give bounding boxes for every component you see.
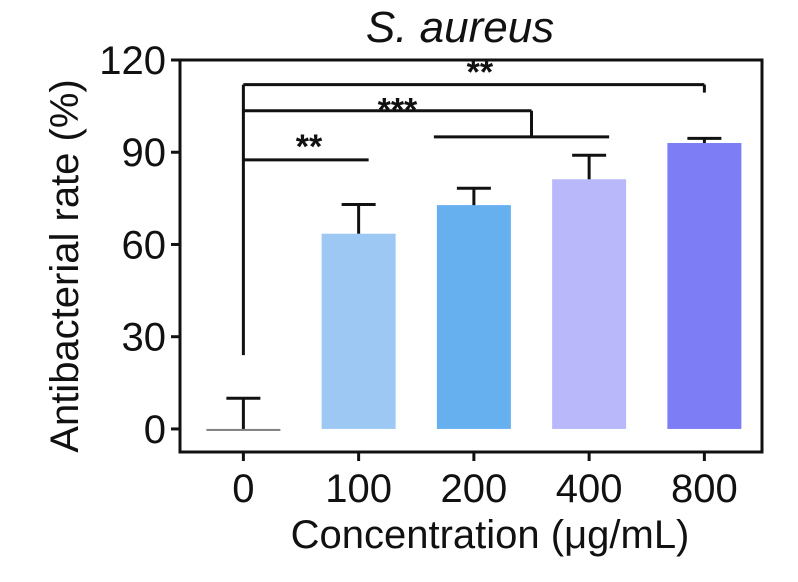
bar-200 — [436, 205, 511, 429]
sig-label-0-group: *** — [378, 92, 418, 130]
chart-title: S. aureus — [366, 3, 554, 52]
bar-0 — [206, 428, 281, 431]
x-tick-label-400: 400 — [556, 467, 623, 511]
y-axis-title: Antibacterial rate (%) — [43, 79, 87, 452]
y-tick-label-30: 30 — [122, 316, 167, 360]
sig-label-0-800: ** — [467, 54, 494, 92]
y-tick-label-60: 60 — [122, 223, 167, 267]
y-tick-label-0: 0 — [144, 408, 166, 452]
x-tick-label-0: 0 — [232, 467, 254, 511]
y-tick-label-90: 90 — [122, 131, 167, 175]
sig-label-0-100: ** — [296, 128, 323, 166]
x-tick-label-200: 200 — [441, 467, 508, 511]
bar-800 — [667, 143, 742, 429]
x-tick-label-100: 100 — [325, 467, 392, 511]
y-axis-title-group: Antibacterial rate (%) — [43, 79, 87, 452]
y-tick-label-120: 120 — [99, 39, 166, 83]
bar-400 — [552, 179, 627, 429]
x-axis-title: Concentration (μg/mL) — [291, 513, 690, 557]
x-tick-label-800: 800 — [671, 467, 738, 511]
bar-100 — [321, 233, 396, 429]
plot-frame — [178, 58, 764, 454]
